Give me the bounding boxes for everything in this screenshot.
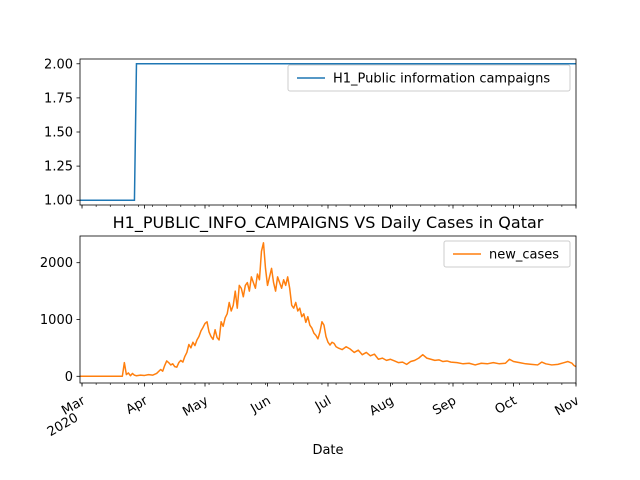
top-legend: H1_Public information campaigns (287, 64, 571, 92)
top-axes-frame (79, 58, 577, 206)
chart-title: H1_PUBLIC_INFO_CAMPAIGNS VS Daily Cases … (113, 213, 544, 233)
series-line-h1-public-information-campaigns (80, 63, 576, 201)
legend-box (443, 240, 571, 268)
y-tick-label: 0 (65, 370, 73, 385)
legend-label-new-cases: new_cases (489, 248, 559, 263)
bottom-panel: H1_PUBLIC_INFO_CAMPAIGNS VS Daily Cases … (40, 213, 582, 458)
y-tick-label: 2000 (40, 256, 73, 271)
x-axis-label: Date (312, 443, 343, 458)
bottom-legend: new_cases (443, 240, 571, 268)
x-tick-label: Jul (312, 393, 334, 414)
top-y-axis-ticks: 1.00 1.25 1.50 1.75 2.00 (44, 57, 80, 209)
legend-label-h1-public-information-campaigns: H1_Public information campaigns (333, 72, 550, 87)
bottom-axes-frame (79, 235, 577, 384)
legend-box (287, 64, 571, 92)
y-tick-label: 2.00 (44, 57, 73, 72)
bottom-y-axis-ticks: 0 1000 2000 (40, 256, 80, 385)
y-tick-label: 1000 (40, 313, 73, 328)
y-tick-label: 1.00 (44, 194, 73, 209)
y-tick-label: 1.75 (44, 91, 73, 106)
y-tick-label: 1.25 (44, 160, 73, 175)
series-line-new-cases (80, 242, 577, 378)
top-panel: 1.00 1.25 1.50 1.75 2.00 H1_Public informati… (44, 57, 577, 209)
y-tick-label: 1.50 (44, 126, 73, 141)
